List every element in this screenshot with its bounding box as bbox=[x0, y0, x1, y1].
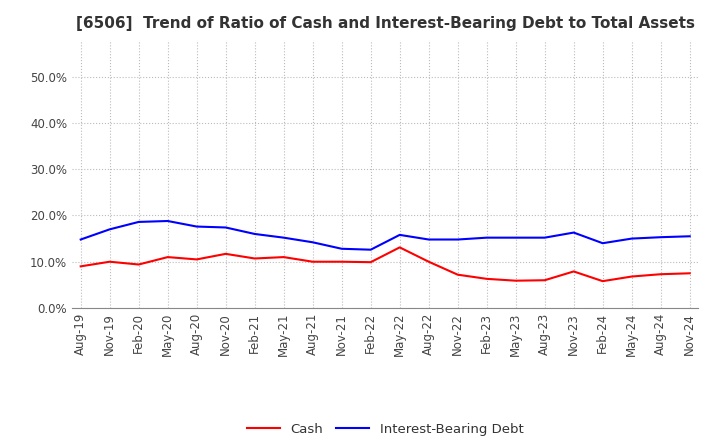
Interest-Bearing Debt bbox=[570, 230, 578, 235]
Interest-Bearing Debt bbox=[511, 235, 520, 240]
Cash bbox=[685, 271, 694, 276]
Cash bbox=[627, 274, 636, 279]
Cash bbox=[541, 278, 549, 283]
Line: Cash: Cash bbox=[81, 247, 690, 281]
Cash bbox=[308, 259, 317, 264]
Cash bbox=[570, 269, 578, 274]
Cash bbox=[366, 260, 375, 265]
Cash bbox=[454, 272, 462, 277]
Interest-Bearing Debt bbox=[627, 236, 636, 241]
Interest-Bearing Debt bbox=[366, 247, 375, 252]
Cash bbox=[482, 276, 491, 282]
Interest-Bearing Debt bbox=[251, 231, 259, 237]
Cash bbox=[598, 279, 607, 284]
Cash bbox=[192, 257, 201, 262]
Interest-Bearing Debt bbox=[598, 241, 607, 246]
Interest-Bearing Debt bbox=[454, 237, 462, 242]
Interest-Bearing Debt bbox=[279, 235, 288, 240]
Interest-Bearing Debt bbox=[657, 235, 665, 240]
Interest-Bearing Debt bbox=[685, 234, 694, 239]
Interest-Bearing Debt bbox=[338, 246, 346, 251]
Interest-Bearing Debt bbox=[163, 218, 172, 224]
Interest-Bearing Debt bbox=[308, 240, 317, 245]
Legend: Cash, Interest-Bearing Debt: Cash, Interest-Bearing Debt bbox=[241, 418, 529, 440]
Interest-Bearing Debt bbox=[135, 219, 143, 224]
Interest-Bearing Debt bbox=[76, 237, 85, 242]
Interest-Bearing Debt bbox=[221, 225, 230, 230]
Cash bbox=[135, 262, 143, 267]
Cash bbox=[657, 271, 665, 277]
Cash bbox=[279, 254, 288, 260]
Cash bbox=[221, 251, 230, 257]
Cash bbox=[76, 264, 85, 269]
Cash bbox=[511, 278, 520, 283]
Line: Interest-Bearing Debt: Interest-Bearing Debt bbox=[81, 221, 690, 249]
Cash bbox=[395, 245, 404, 250]
Cash bbox=[251, 256, 259, 261]
Cash bbox=[338, 259, 346, 264]
Interest-Bearing Debt bbox=[105, 227, 114, 232]
Interest-Bearing Debt bbox=[424, 237, 433, 242]
Interest-Bearing Debt bbox=[482, 235, 491, 240]
Cash bbox=[105, 259, 114, 264]
Cash bbox=[424, 259, 433, 264]
Title: [6506]  Trend of Ratio of Cash and Interest-Bearing Debt to Total Assets: [6506] Trend of Ratio of Cash and Intere… bbox=[76, 16, 695, 32]
Interest-Bearing Debt bbox=[541, 235, 549, 240]
Interest-Bearing Debt bbox=[192, 224, 201, 229]
Cash bbox=[163, 254, 172, 260]
Interest-Bearing Debt bbox=[395, 232, 404, 238]
